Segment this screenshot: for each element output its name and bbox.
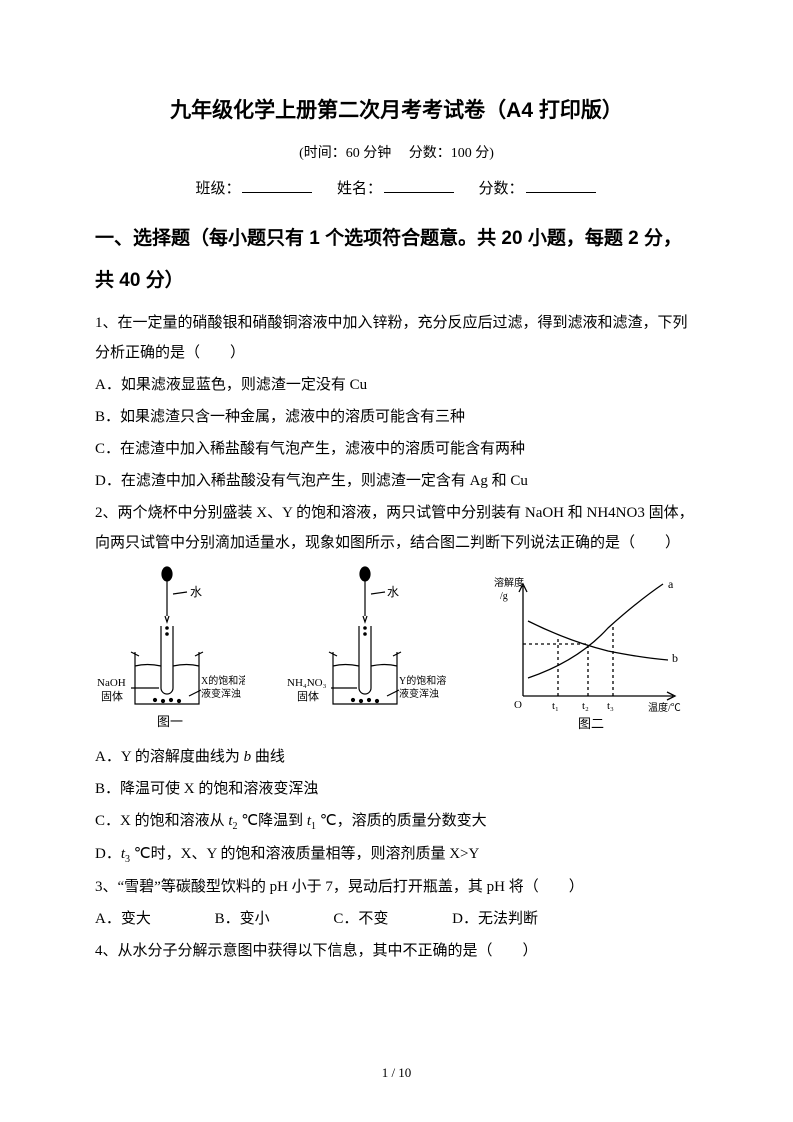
q2-opt-b: B．降温可使 X 的饱和溶液变浑浊 [95,774,698,804]
q2d-pre: D． [95,846,121,862]
y-label-bottom: 液变浑浊 [399,687,439,700]
y-label-top: Y的饱和溶 [399,674,446,687]
q4-stem: 4、从水分子分解示意图中获得以下信息，其中不正确的是（ ） [95,936,698,966]
score-blank[interactable] [526,178,596,193]
ylabel-top: 溶解度 [494,576,524,589]
q2c-pre: C．X 的饱和溶液从 [95,813,228,829]
t3: t₃ [607,700,614,712]
fig1-left: 水 NaOH 固体 X的饱和溶 液变浑浊 图一 [95,566,245,736]
origin: O [514,699,522,711]
water-label-right: 水 [387,585,399,599]
q1-opt-c: C．在滤渣中加入稀盐酸有气泡产生，滤液中的溶质可能含有两种 [95,434,698,464]
q2-stem: 2、两个烧杯中分别盛装 X、Y 的饱和溶液，两只试管中分别装有 NaOH 和 N… [95,498,698,558]
student-info: 班级： 姓名： 分数： [95,174,698,204]
xlabel: 温度/℃ [648,701,681,714]
nh4-top: NH₄NO₃ [287,677,327,689]
section-1-heading: 一、选择题（每小题只有 1 个选项符合题意。共 20 小题，每题 2 分，共 4… [95,218,698,302]
exam-meta: (时间：60 分钟 分数：100 分) [95,140,698,168]
q3-opt-b: B．变小 [215,904,270,934]
t1: t₁ [552,700,559,712]
fig1-right: 水 NH₄NO₃ 固体 Y的饱和溶 液变浑浊 [287,566,447,736]
q3-options: A．变大 B．变小 C．不变 D．无法判断 [95,904,698,934]
q2d-post: ℃时，X、Y 的饱和溶液质量相等，则溶剂质量 X>Y [130,846,479,862]
naoh-bottom: 固体 [101,689,123,703]
naoh-top: NaOH [97,677,126,689]
q3-opt-c: C．不变 [333,904,388,934]
q2a-pre: A．Y 的溶解度曲线为 [95,749,244,765]
q2a-b: b [244,749,252,765]
fig1-caption: 图一 [157,714,183,729]
page-footer: 1 / 10 [0,1060,793,1086]
figure-row: 水 NaOH 固体 X的饱和溶 液变浑浊 图一 [95,566,698,736]
fig2-chart: 溶解度 /g 温度/℃ O a b t₁ t₂ t₃ 图二 [488,566,698,736]
q3-stem: 3、“雪碧”等碳酸型饮料的 pH 小于 7，晃动后打开瓶盖，其 pH 将（ ） [95,872,698,902]
name-blank[interactable] [384,178,454,193]
curve-a: a [668,577,674,591]
x-label-bottom: 液变浑浊 [201,687,241,700]
water-label-left: 水 [190,585,202,599]
q1-opt-d: D．在滤渣中加入稀盐酸没有气泡产生，则滤渣一定含有 Ag 和 Cu [95,466,698,496]
t2: t₂ [582,700,589,712]
class-blank[interactable] [242,178,312,193]
page-title: 九年级化学上册第二次月考考试卷（A4 打印版） [95,90,698,132]
name-label: 姓名： [337,181,382,197]
x-label-top: X的饱和溶 [201,674,245,687]
q1-opt-a: A．如果滤液显蓝色，则滤渣一定没有 Cu [95,370,698,400]
q2-opt-a: A．Y 的溶解度曲线为 b 曲线 [95,742,698,772]
curve-b: b [672,651,678,665]
ylabel-bottom: /g [500,591,508,602]
q1-stem: 1、在一定量的硝酸银和硝酸铜溶液中加入锌粉，充分反应后过滤，得到滤液和滤渣，下列… [95,308,698,368]
q2a-post: 曲线 [251,749,285,765]
q2c-post: ℃，溶质的质量分数变大 [316,813,487,829]
score-label: 分数： [479,181,524,197]
q2c-mid: ℃降温到 [238,813,307,829]
q3-opt-d: D．无法判断 [452,904,538,934]
q3-opt-a: A．变大 [95,904,151,934]
fig2-caption: 图二 [578,716,604,731]
q1-opt-b: B．如果滤渣只含一种金属，滤液中的溶质可能含有三种 [95,402,698,432]
nh4-bottom: 固体 [297,689,319,703]
q2-opt-c: C．X 的饱和溶液从 t2 ℃降温到 t1 ℃，溶质的质量分数变大 [95,806,698,837]
class-label: 班级： [195,181,240,197]
q2-opt-d: D．t3 ℃时，X、Y 的饱和溶液质量相等，则溶剂质量 X>Y [95,839,698,870]
